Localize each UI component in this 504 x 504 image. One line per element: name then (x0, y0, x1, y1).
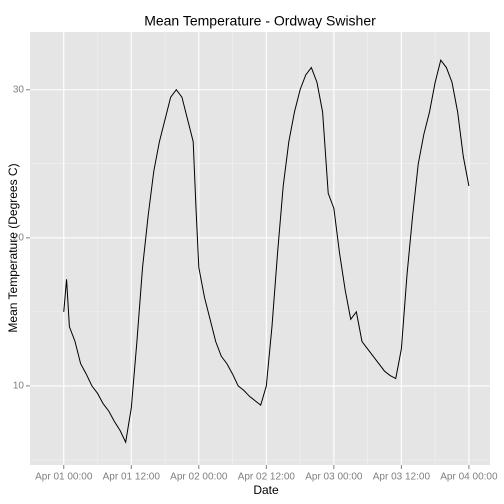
plot-panel (30, 32, 490, 465)
y-axis-label: Mean Temperature (Degrees C) (6, 163, 20, 332)
x-tick-label: Apr 01 00:00 (35, 472, 93, 483)
chart-title: Mean Temperature - Ordway Swisher (144, 13, 376, 29)
x-axis-label: Date (253, 483, 279, 497)
x-tick-label: Apr 04 00:00 (440, 472, 498, 483)
y-tick-label: 10 (13, 381, 25, 392)
x-tick-label: Apr 02 00:00 (170, 472, 228, 483)
y-tick-label: 30 (13, 84, 25, 95)
series-line (63, 59, 470, 444)
x-tick-label: Apr 03 00:00 (305, 472, 363, 483)
x-tick-label: Apr 02 12:00 (238, 472, 296, 483)
y-tick-label: 20 (13, 232, 25, 243)
x-tick-label: Apr 03 12:00 (373, 472, 431, 483)
x-tick-label: Apr 01 12:00 (103, 472, 161, 483)
